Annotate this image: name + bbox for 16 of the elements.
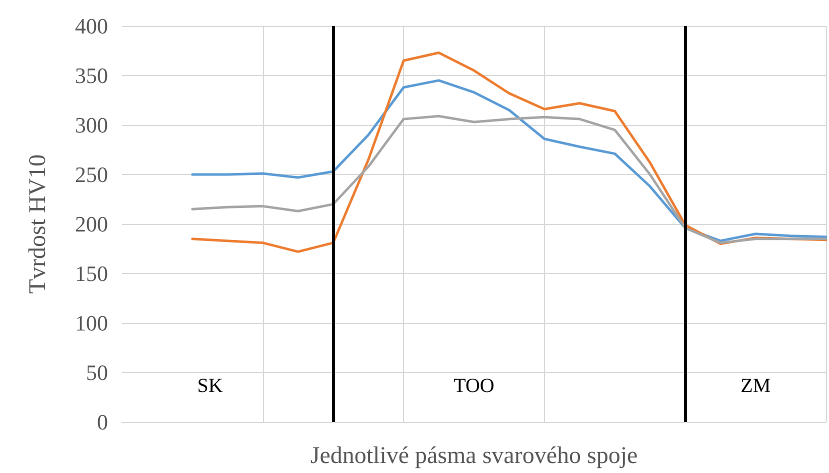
y-tick-label: 50 (86, 360, 108, 385)
x-axis-title: Jednotlivé pásma svarového spoje (310, 443, 638, 469)
line-series (191, 79, 828, 242)
y-tick-label: 0 (97, 410, 108, 434)
y-tick-label: 200 (75, 212, 108, 236)
y-tick-label: 150 (75, 261, 108, 286)
x-tick-label: ZM (740, 375, 771, 397)
y-axis-title: Tvrdost HV10 (25, 154, 51, 294)
line-series (191, 114, 828, 244)
x-tick-label: TOO (454, 375, 494, 397)
y-tick-label: 350 (75, 63, 108, 88)
y-tick-label: 100 (75, 310, 108, 336)
y-tick-label: 300 (75, 112, 108, 138)
y-tick-label: 250 (75, 162, 108, 187)
annotation: SK (197, 375, 224, 397)
y-tick-label: 400 (75, 14, 108, 38)
